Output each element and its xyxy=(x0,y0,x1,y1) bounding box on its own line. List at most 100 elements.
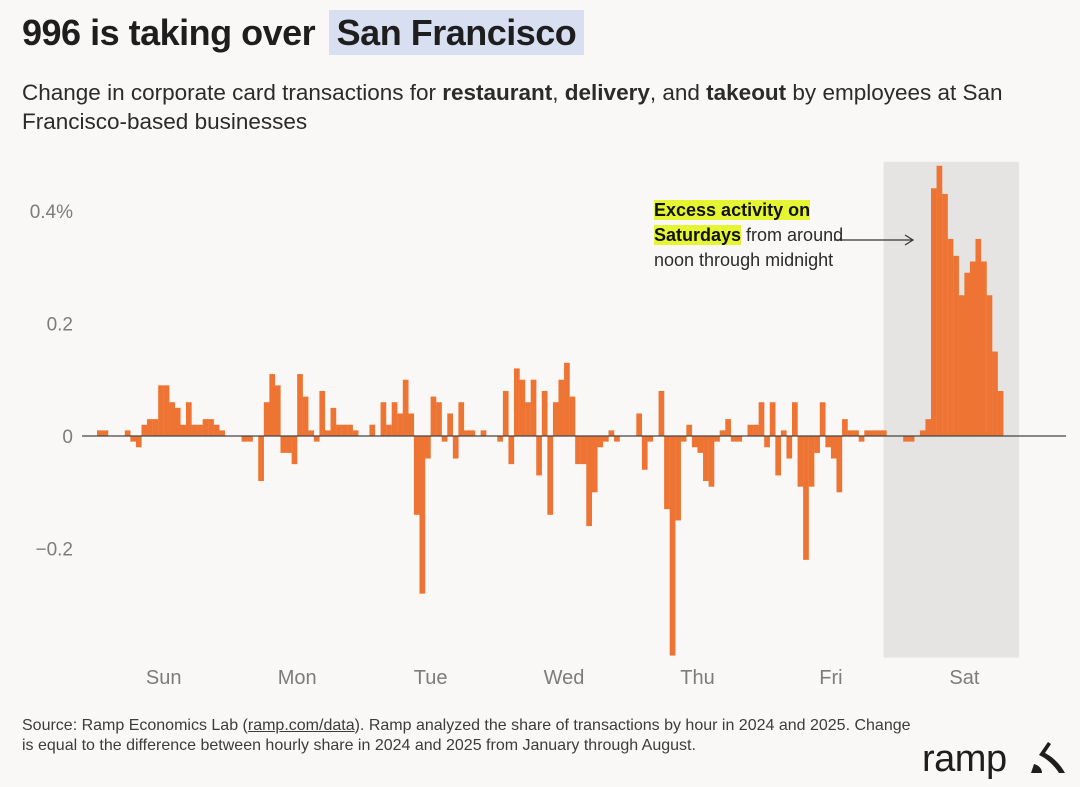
bar-fri-hour-6 xyxy=(797,436,804,487)
bar-mon-hour-15 xyxy=(313,436,320,442)
x-tick-label-tue: Tue xyxy=(414,667,448,689)
bar-mon-hour-13 xyxy=(302,396,309,436)
x-tick-label-sat: Sat xyxy=(949,667,979,689)
x-tick-label-thu: Thu xyxy=(680,667,714,689)
bar-tue-hour-9 xyxy=(413,436,420,515)
bar-sat-hour-16 xyxy=(986,295,993,436)
bar-wed-hour-10 xyxy=(552,402,559,436)
bar-sun-hour-0 xyxy=(97,430,103,436)
source-link[interactable]: ramp.com/data xyxy=(247,717,355,734)
bar-tue-hour-18 xyxy=(463,430,470,436)
bar-sat-hour-7 xyxy=(936,165,943,436)
source-note: Source: Ramp Economics Lab (ramp.com/dat… xyxy=(22,716,922,755)
x-tick-label-mon: Mon xyxy=(278,667,317,689)
bar-mon-hour-2 xyxy=(241,436,248,442)
bar-wed-hour-18 xyxy=(597,436,604,448)
y-tick-label: 0.4% xyxy=(30,202,73,223)
subtitle-keyword-delivery: delivery xyxy=(564,80,650,105)
ramp-logo-text: ramp xyxy=(922,738,1007,780)
chart-title: 996 is taking over San Francisco xyxy=(22,10,585,55)
bar-thu-hour-9 xyxy=(680,436,687,442)
bar-wed-hour-13 xyxy=(569,396,576,436)
bar-thu-hour-10 xyxy=(686,424,693,436)
bar-mon-hour-5 xyxy=(258,436,264,482)
bar-tue-hour-15 xyxy=(447,413,453,436)
bar-thu-hour-15 xyxy=(714,436,720,442)
bar-tue-hour-10 xyxy=(419,436,426,594)
bar-mon-hour-21 xyxy=(347,424,353,436)
bar-sun-hour-16 xyxy=(185,402,192,436)
x-axis-day-labels: Sun Mon Tue Wed Thu Fri Sat xyxy=(146,667,980,689)
bar-sat-hour-12 xyxy=(964,272,971,436)
bar-sun-hour-13 xyxy=(169,402,175,436)
bar-wed-hour-14 xyxy=(575,436,581,465)
bar-fri-hour-15 xyxy=(847,430,854,436)
y-tick-label: −0.2 xyxy=(35,540,73,561)
bar-fri-hour-16 xyxy=(853,430,859,436)
bar-tue-hour-7 xyxy=(402,379,409,436)
bar-sun-hour-22 xyxy=(219,430,226,436)
bar-thu-hour-21 xyxy=(747,424,754,436)
bar-wed-hour-2 xyxy=(508,436,515,465)
bar-sat-hour-2 xyxy=(908,436,915,442)
bar-wed-hour-20 xyxy=(608,430,615,436)
bar-tue-hour-12 xyxy=(430,396,437,436)
bar-wed-hour-3 xyxy=(514,368,520,436)
bar-tue-hour-16 xyxy=(452,436,459,459)
bar-sun-hour-10 xyxy=(152,419,159,436)
bar-mon-hour-10 xyxy=(286,436,292,453)
bar-wed-hour-12 xyxy=(564,362,570,436)
source-text: ). Ramp analyzed the share of transactio… xyxy=(22,717,911,754)
bar-sun-hour-19 xyxy=(202,419,209,436)
subtitle-text: , and xyxy=(649,80,707,105)
bar-fri-hour-1 xyxy=(769,402,776,436)
bar-mon-hour-20 xyxy=(341,424,348,436)
bar-sat-hour-14 xyxy=(975,238,982,436)
bar-sun-hour-18 xyxy=(197,424,203,436)
bar-mon-hour-3 xyxy=(247,436,253,442)
bar-wed-hour-5 xyxy=(525,402,531,436)
bar-sat-hour-8 xyxy=(942,193,948,436)
bar-tue-hour-19 xyxy=(469,430,476,436)
bar-sat-hour-17 xyxy=(992,351,998,436)
bar-thu-hour-13 xyxy=(703,436,709,482)
bar-wed-hour-9 xyxy=(547,436,554,515)
bar-sun-hour-17 xyxy=(191,424,198,436)
bar-fri-hour-14 xyxy=(842,419,848,436)
bar-fri-hour-18 xyxy=(864,430,870,436)
bar-sat-hour-18 xyxy=(997,390,1004,436)
bar-wed-hour-15 xyxy=(580,436,587,465)
bar-thu-hour-18 xyxy=(730,436,737,442)
bar-sat-hour-13 xyxy=(969,261,976,436)
bar-mon-hour-19 xyxy=(336,424,342,436)
bar-sun-hour-14 xyxy=(174,407,181,436)
bar-tue-hour-17 xyxy=(458,402,465,436)
bar-thu-hour-2 xyxy=(641,436,648,470)
bar-wed-hour-8 xyxy=(541,390,548,436)
bar-fri-hour-11 xyxy=(825,436,832,448)
bar-sat-hour-6 xyxy=(931,188,937,436)
bar-sun-hour-6 xyxy=(130,436,137,442)
bar-fri-hour-8 xyxy=(808,436,815,487)
bar-fri-hour-17 xyxy=(858,436,865,442)
bar-wed-hour-21 xyxy=(614,436,620,442)
bar-fri-hour-13 xyxy=(836,436,843,493)
bar-mon-hour-16 xyxy=(319,390,326,436)
bar-wed-hour-7 xyxy=(536,436,542,476)
bar-sat-hour-15 xyxy=(981,261,987,436)
bar-sat-hour-1 xyxy=(903,436,909,442)
bar-sun-hour-21 xyxy=(213,424,220,436)
bar-fri-hour-2 xyxy=(775,436,782,476)
bar-thu-hour-16 xyxy=(719,430,726,436)
subtitle-keyword-restaurant: restaurant xyxy=(442,80,553,105)
annotation-text: from around noon through midnight xyxy=(654,225,844,270)
bar-thu-hour-14 xyxy=(708,436,715,487)
bar-sun-hour-8 xyxy=(141,424,148,436)
bar-sun-hour-5 xyxy=(124,430,131,436)
ramp-logo-icon xyxy=(1031,742,1065,773)
bar-wed-hour-19 xyxy=(602,436,609,442)
bar-fri-hour-7 xyxy=(803,436,809,560)
bar-thu-hour-12 xyxy=(697,436,704,453)
saturday-annotation: Excess activity on Saturdays from around… xyxy=(654,198,844,273)
